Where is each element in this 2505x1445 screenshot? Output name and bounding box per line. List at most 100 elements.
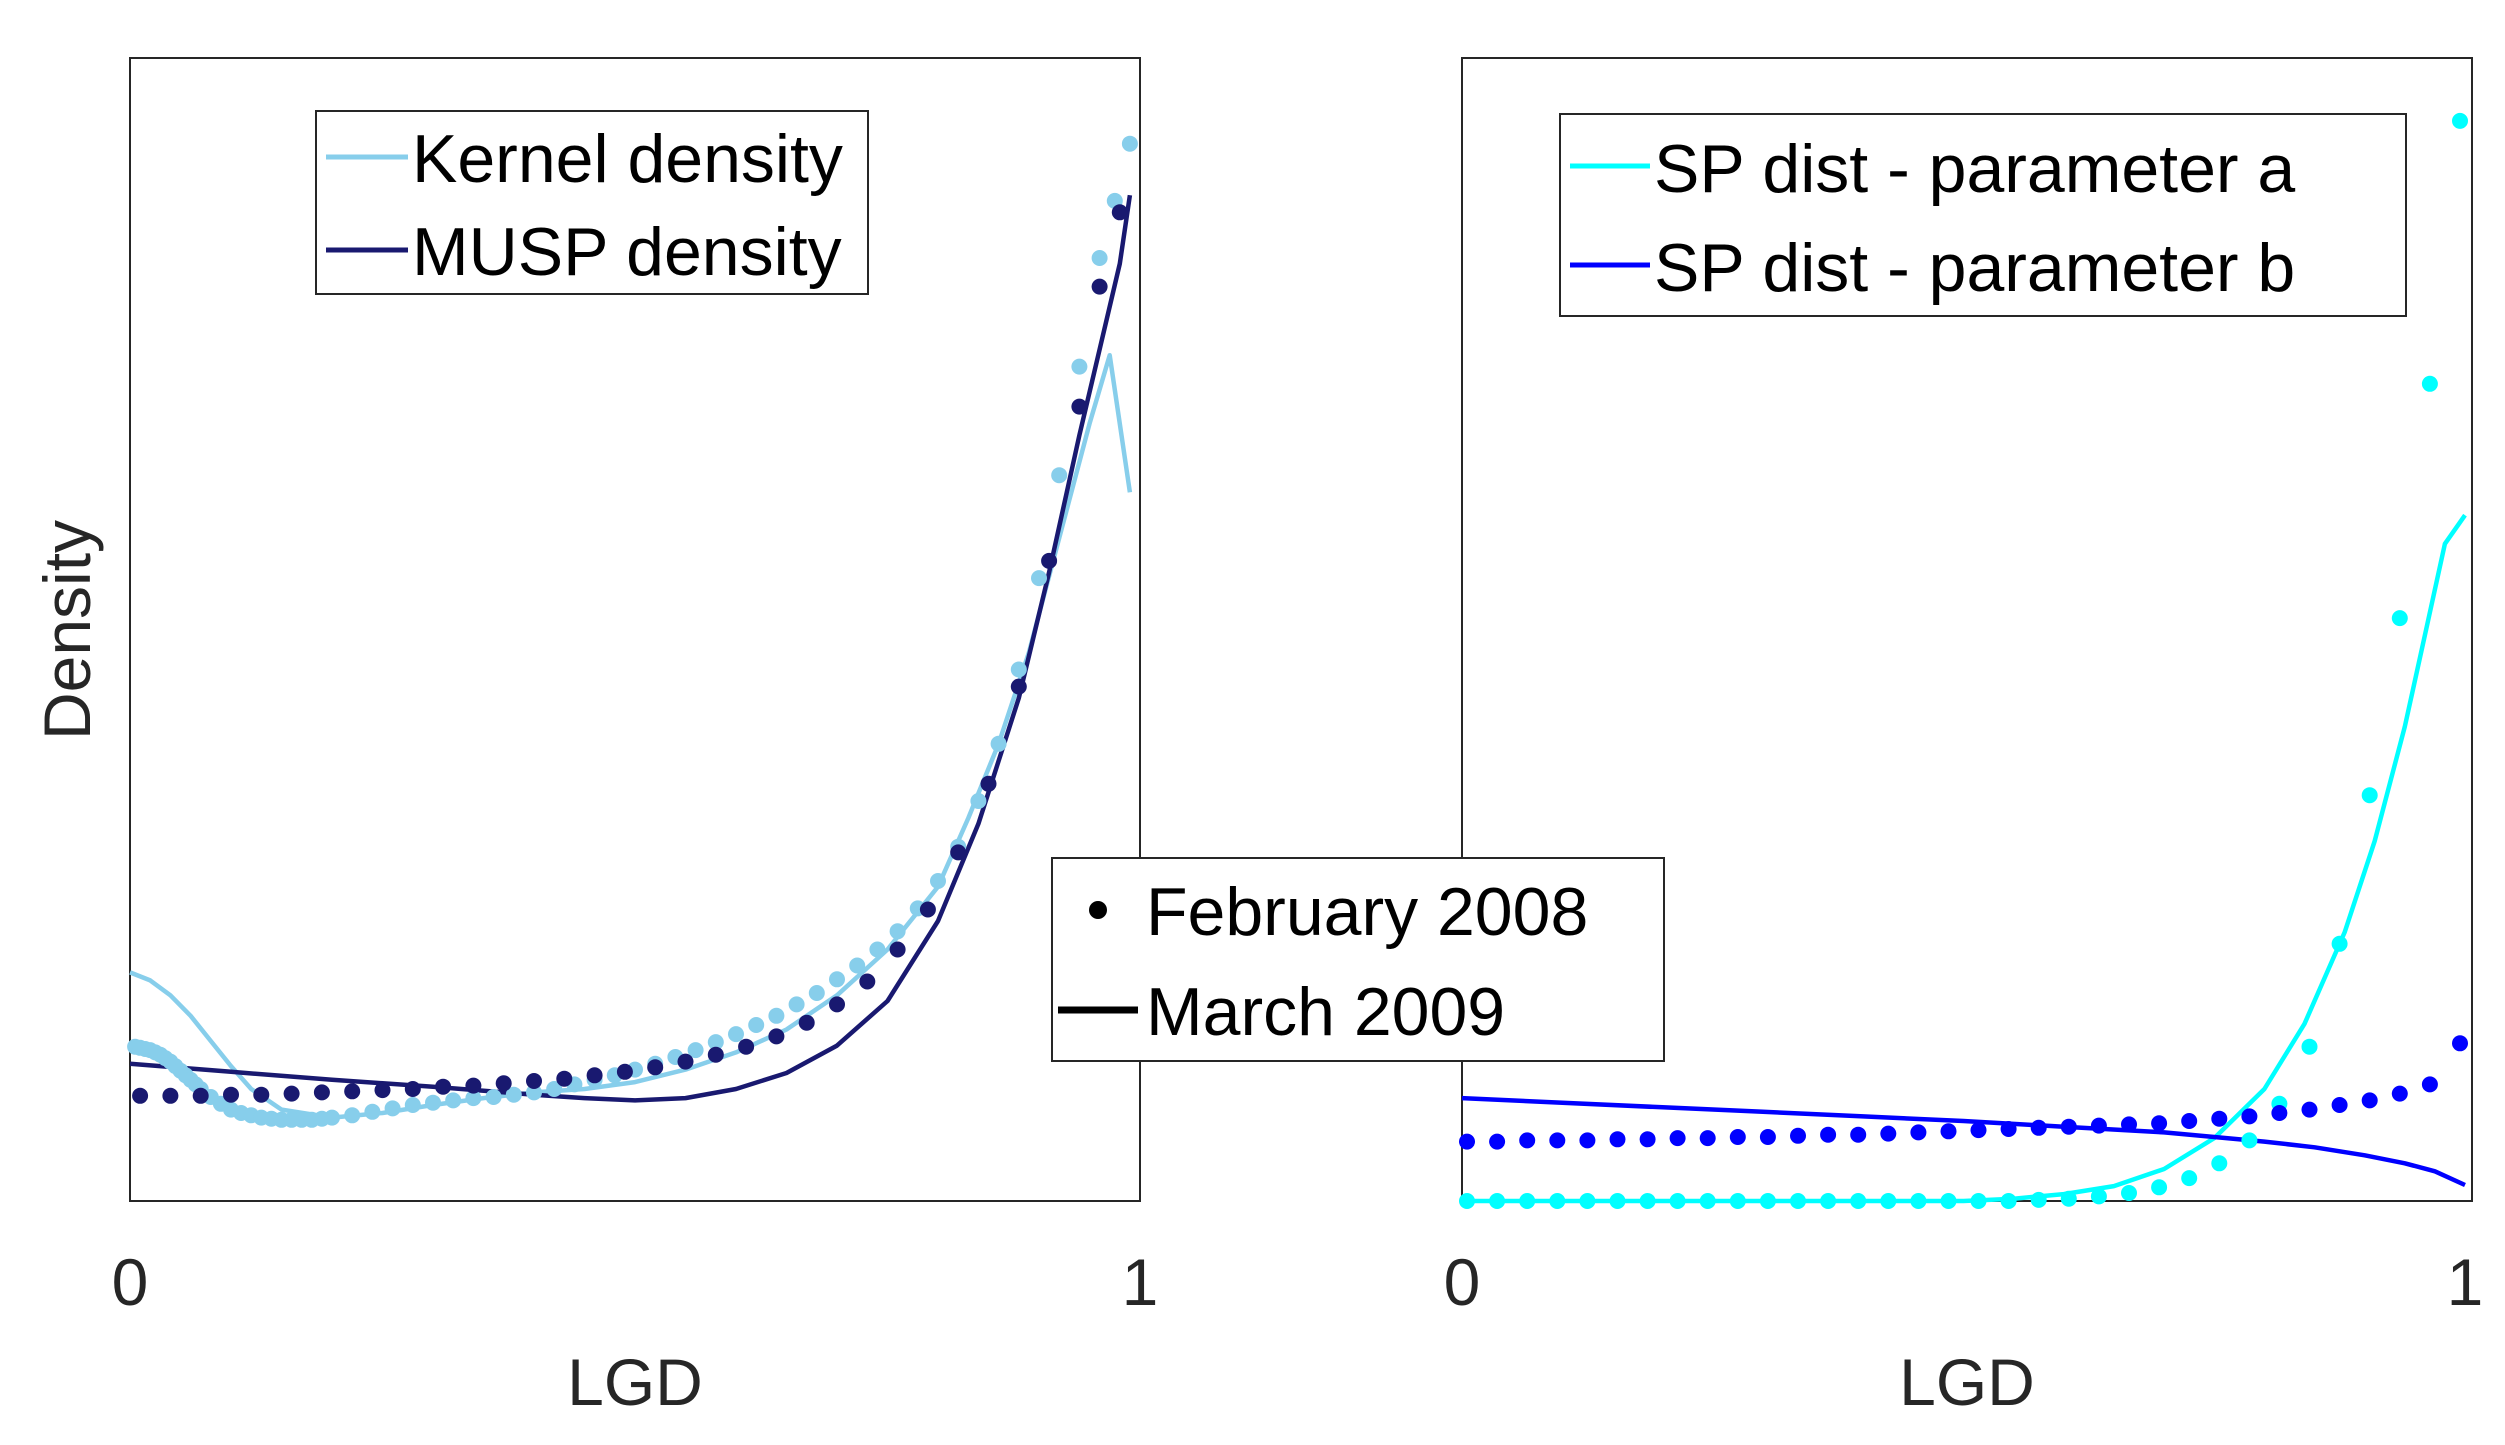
data-point-sp-dist-parameter-b-february-2008: [2361, 1092, 2378, 1109]
shared-legend-box: [1051, 857, 1665, 1062]
data-point-sp-dist-parameter-a-february-2008: [1489, 1193, 1506, 1209]
data-point-kernel-density-february-2008: [707, 1034, 724, 1051]
data-point-sp-dist-parameter-a-february-2008: [1669, 1193, 1686, 1209]
data-point-musp-density-february-2008: [889, 941, 906, 958]
data-point-musp-density-february-2008: [1111, 204, 1128, 221]
data-point-sp-dist-parameter-a-february-2008: [1639, 1193, 1656, 1209]
data-point-musp-density-february-2008: [1071, 398, 1088, 415]
legend-spa-label: SP dist - parameter a: [1654, 131, 2295, 207]
data-point-sp-dist-parameter-b-february-2008: [1489, 1133, 1506, 1150]
data-point-sp-dist-parameter-a-february-2008: [1910, 1193, 1927, 1209]
legend-musp-label: MUSP density: [412, 214, 842, 290]
right-xtick-1: 1: [2447, 1245, 2484, 1319]
data-point-sp-dist-parameter-a-february-2008: [2090, 1188, 2107, 1205]
left-xtick-0: 0: [112, 1245, 149, 1319]
data-point-kernel-density-february-2008: [1091, 250, 1108, 266]
data-point-sp-dist-parameter-a-february-2008: [2121, 1185, 2137, 1201]
data-point-kernel-density-february-2008: [546, 1081, 563, 1097]
data-point-kernel-density-february-2008: [1051, 467, 1068, 484]
data-point-sp-dist-parameter-b-february-2008: [1519, 1132, 1536, 1149]
data-point-musp-density-february-2008: [586, 1067, 603, 1084]
data-point-musp-density-february-2008: [526, 1073, 542, 1089]
data-point-sp-dist-parameter-b-february-2008: [2211, 1110, 2228, 1127]
data-point-kernel-density-february-2008: [1121, 135, 1138, 152]
data-point-musp-density-february-2008: [253, 1086, 270, 1103]
left-legend-box: [315, 110, 869, 295]
data-point-sp-dist-parameter-a-february-2008: [1459, 1193, 1475, 1209]
data-point-sp-dist-parameter-b-february-2008: [2391, 1085, 2408, 1102]
data-point-sp-dist-parameter-a-february-2008: [1940, 1193, 1957, 1209]
data-point-sp-dist-parameter-a-february-2008: [1699, 1193, 1716, 1209]
right-xlabel: LGD: [1899, 1345, 2035, 1419]
data-point-musp-density-february-2008: [313, 1084, 330, 1101]
data-point-sp-dist-parameter-b-february-2008: [1850, 1126, 1867, 1143]
data-point-sp-dist-parameter-b-february-2008: [1970, 1122, 1987, 1139]
data-point-kernel-density-february-2008: [1031, 570, 1047, 587]
legend-kernel-label: Kernel density: [412, 121, 843, 197]
data-point-kernel-density-february-2008: [889, 923, 906, 940]
data-point-kernel-density-february-2008: [1010, 661, 1027, 678]
data-point-kernel-density-february-2008: [768, 1007, 785, 1024]
data-point-kernel-density-february-2008: [849, 957, 866, 974]
data-point-musp-density-february-2008: [556, 1070, 573, 1087]
data-point-sp-dist-parameter-b-february-2008: [2060, 1118, 2077, 1135]
data-point-sp-dist-parameter-a-february-2008: [1820, 1193, 1837, 1209]
data-point-sp-dist-parameter-a-february-2008: [2421, 375, 2438, 392]
data-point-sp-dist-parameter-a-february-2008: [1729, 1193, 1746, 1209]
data-point-musp-density-february-2008: [829, 996, 845, 1013]
data-point-sp-dist-parameter-b-february-2008: [2090, 1117, 2107, 1134]
right-xtick-0: 0: [1444, 1245, 1481, 1319]
data-point-sp-dist-parameter-a-february-2008: [1880, 1193, 1897, 1209]
data-point-sp-dist-parameter-a-february-2008: [2301, 1038, 2318, 1055]
data-point-musp-density-february-2008: [1010, 678, 1027, 695]
data-point-kernel-density-february-2008: [526, 1084, 542, 1101]
data-point-musp-density-february-2008: [980, 775, 997, 792]
data-point-musp-density-february-2008: [192, 1087, 209, 1104]
data-point-sp-dist-parameter-b-february-2008: [1609, 1131, 1626, 1148]
left-xtick-1: 1: [1122, 1245, 1159, 1319]
data-point-sp-dist-parameter-a-february-2008: [2391, 610, 2408, 627]
data-point-musp-density-february-2008: [616, 1063, 633, 1080]
left-panel: 0 1 LGD Density Kernel density MUSP dens…: [30, 57, 1159, 1419]
data-point-sp-dist-parameter-b-february-2008: [2452, 1035, 2468, 1052]
data-point-musp-density-february-2008: [223, 1086, 239, 1103]
data-point-sp-dist-parameter-b-february-2008: [2271, 1105, 2288, 1121]
data-point-musp-density-february-2008: [283, 1085, 300, 1102]
data-point-sp-dist-parameter-a-february-2008: [2030, 1191, 2047, 1208]
data-point-sp-dist-parameter-a-february-2008: [1519, 1193, 1536, 1209]
data-point-kernel-density-february-2008: [445, 1092, 462, 1109]
data-point-musp-density-february-2008: [738, 1038, 755, 1055]
right-plot-marks: [1459, 112, 2468, 1209]
data-point-kernel-density-february-2008: [505, 1086, 522, 1103]
data-point-kernel-density-february-2008: [748, 1017, 765, 1033]
data-point-kernel-density-february-2008: [829, 971, 845, 988]
ylabel: Density: [30, 520, 104, 740]
shared-legend: February 2008 March 2009: [1051, 857, 1665, 1062]
data-point-sp-dist-parameter-b-february-2008: [1459, 1133, 1475, 1150]
data-point-musp-density-february-2008: [495, 1075, 512, 1092]
series-line-sp-dist-parameter-b-march-2009: [1461, 1095, 2466, 1188]
data-point-sp-dist-parameter-a-february-2008: [1579, 1193, 1596, 1209]
data-point-sp-dist-parameter-b-february-2008: [1669, 1130, 1686, 1147]
data-point-sp-dist-parameter-b-february-2008: [1790, 1127, 1806, 1144]
data-point-sp-dist-parameter-b-february-2008: [2181, 1113, 2198, 1129]
data-point-kernel-density-february-2008: [808, 985, 825, 1001]
data-point-musp-density-february-2008: [919, 901, 936, 918]
right-panel: 0 1 LGD SP dist - parameter a SP dist - …: [1444, 57, 2484, 1419]
data-point-sp-dist-parameter-a-february-2008: [1759, 1193, 1776, 1209]
data-point-sp-dist-parameter-b-february-2008: [2421, 1076, 2438, 1093]
series-line-kernel-density-march-2009: [129, 352, 1133, 1120]
data-point-musp-density-february-2008: [404, 1081, 421, 1097]
data-point-sp-dist-parameter-b-february-2008: [1729, 1129, 1746, 1145]
data-point-musp-density-february-2008: [647, 1059, 664, 1076]
right-legend-box: [1559, 113, 2407, 317]
legend-dot-marker: [1089, 901, 1107, 919]
left-xlabel: LGD: [567, 1345, 703, 1419]
data-point-sp-dist-parameter-b-february-2008: [1549, 1132, 1566, 1149]
data-point-kernel-density-february-2008: [425, 1094, 441, 1111]
data-point-musp-density-february-2008: [435, 1078, 452, 1095]
legend-march-2009: March 2009: [1146, 974, 1505, 1050]
data-point-sp-dist-parameter-b-february-2008: [1880, 1125, 1897, 1142]
data-point-sp-dist-parameter-a-february-2008: [2000, 1193, 2017, 1209]
